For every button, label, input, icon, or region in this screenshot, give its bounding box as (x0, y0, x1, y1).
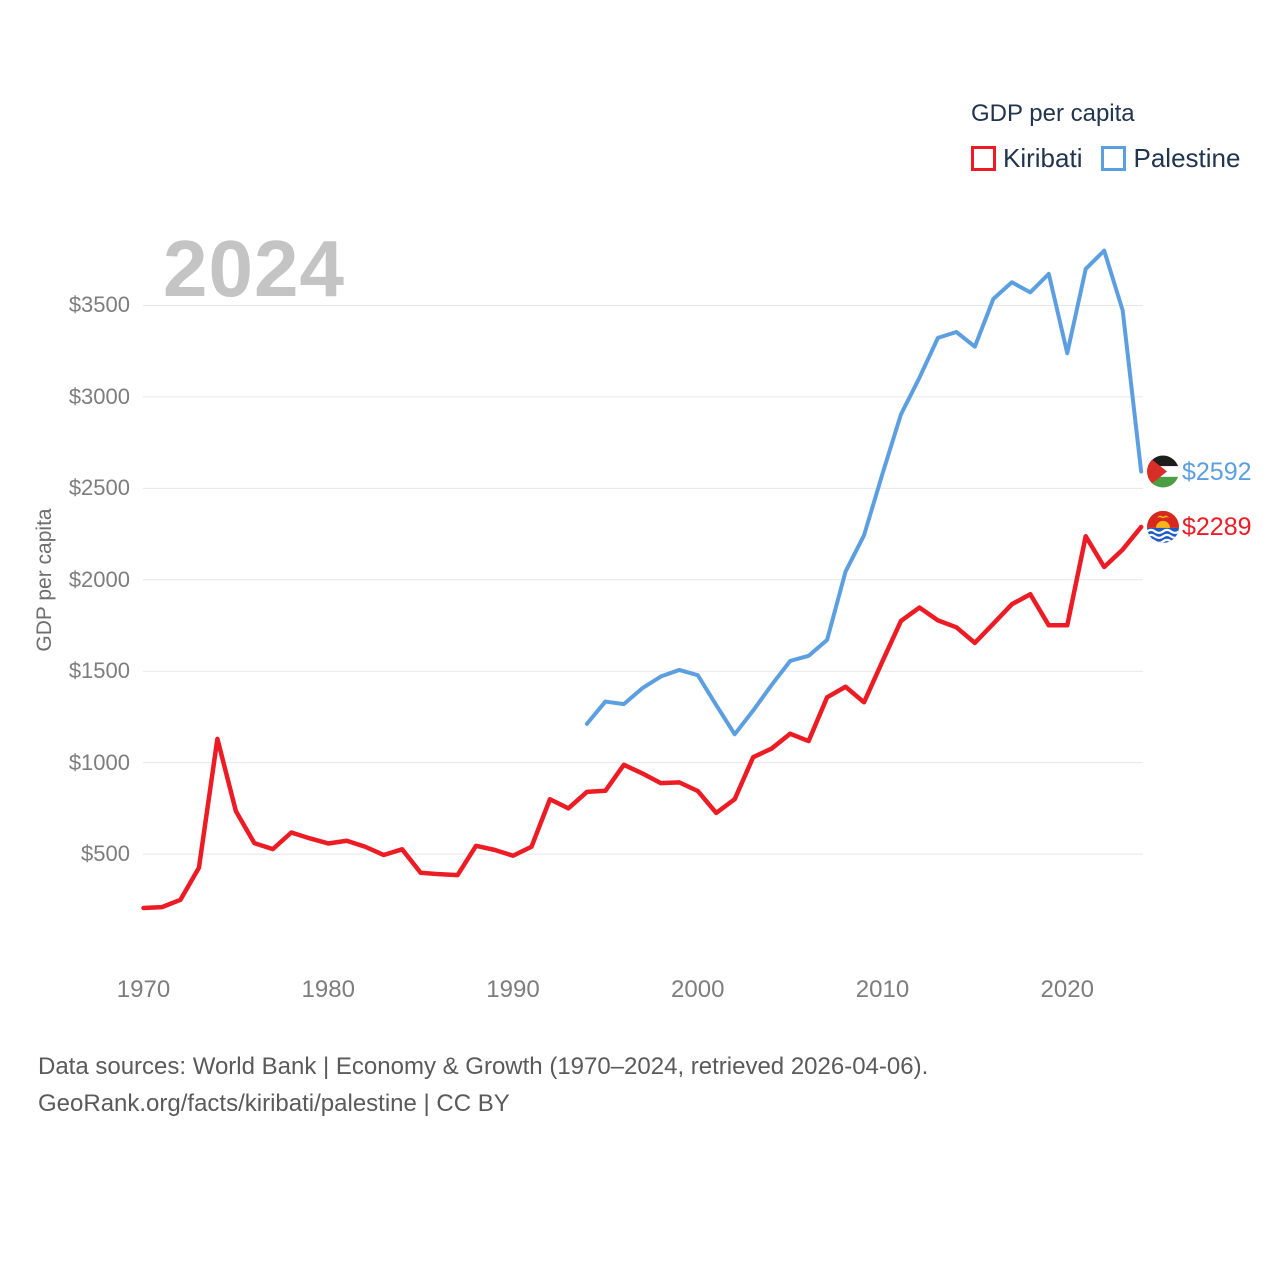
y-tick-label: $3500 (68, 292, 130, 318)
watermark-year: 2024 (163, 224, 345, 313)
footer-url-line: GeoRank.org/facts/kiribati/palestine | C… (38, 1090, 510, 1117)
footer: Data sources: World Bank | Economy & Gro… (38, 1048, 928, 1122)
x-tick-label: 1990 (486, 976, 540, 1003)
x-tick-label: 2000 (671, 976, 725, 1003)
palestine-flag-icon (1147, 455, 1179, 488)
palestine-swatch-icon (1101, 146, 1127, 171)
legend-item-kiribati: Kiribati (971, 143, 1082, 174)
legend-item-palestine: Palestine (1101, 143, 1240, 174)
y-tick-label: $2000 (68, 566, 130, 592)
kiribati-swatch-icon (971, 146, 996, 171)
y-tick-label: $1000 (68, 749, 130, 775)
footer-source-line: Data sources: World Bank | Economy & Gro… (38, 1053, 929, 1080)
y-tick-label: $2500 (68, 475, 130, 501)
x-tick-label: 1980 (301, 976, 355, 1003)
x-tick-label: 2010 (855, 976, 910, 1003)
legend-label-kiribati: Kiribati (1003, 143, 1083, 173)
legend-items: Kiribati Palestine (971, 143, 1240, 174)
palestine-value-label: $2592 (1182, 457, 1252, 486)
legend: GDP per capita Kiribati Palestine (971, 100, 1240, 174)
kiribati-value-label: $2289 (1182, 512, 1252, 541)
y-tick-label: $3000 (68, 383, 130, 409)
legend-label-palestine: Palestine (1133, 143, 1241, 173)
y-tick-label: $1500 (68, 658, 130, 684)
y-tick-label: $500 (81, 841, 130, 867)
palestine-line (584, 248, 1144, 737)
kiribati-line (141, 524, 1144, 911)
x-tick-label: 2020 (1040, 976, 1094, 1003)
legend-title: GDP per capita (971, 100, 1135, 127)
x-tick-label: 1970 (116, 976, 171, 1003)
gridlines (143, 304, 1143, 855)
kiribati-flag-icon (1147, 510, 1179, 543)
